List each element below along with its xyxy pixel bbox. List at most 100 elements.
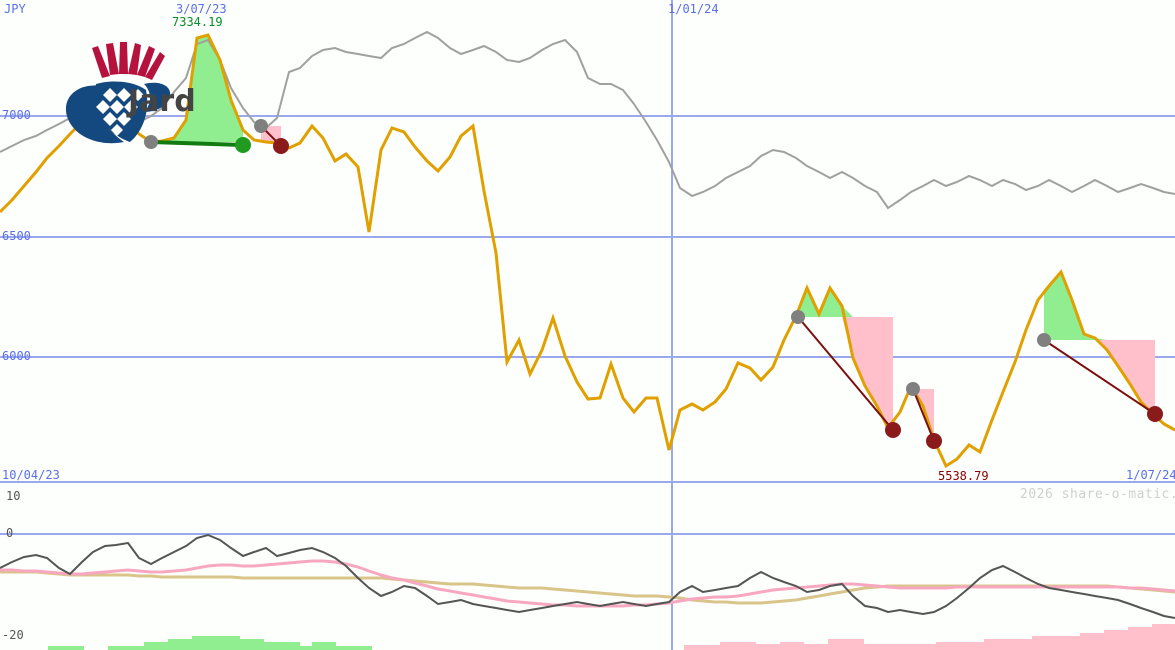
trade-markers[interactable] xyxy=(144,119,1163,449)
hist-bar-down xyxy=(972,642,984,650)
hist-bar-down xyxy=(720,642,732,650)
trade-link-loss xyxy=(797,316,894,431)
trade-exit-marker-loss xyxy=(885,422,901,438)
trade-loss-area xyxy=(913,389,934,440)
hist-bar-up xyxy=(192,636,204,650)
hist-bar-down xyxy=(804,644,816,650)
hist-bar-down xyxy=(840,639,852,650)
trade-profit-area xyxy=(1044,272,1107,340)
hist-bar-down xyxy=(1056,636,1068,650)
trade-entry-marker xyxy=(254,119,268,133)
hist-bar-up xyxy=(60,646,72,650)
price-line xyxy=(0,33,1175,469)
hist-bar-down xyxy=(984,639,996,650)
indicator-line-0 xyxy=(0,533,1175,619)
hist-bar-down xyxy=(996,639,1008,650)
macd-lines xyxy=(0,533,1175,619)
thistle-petals xyxy=(92,42,165,80)
trade-profit-area xyxy=(798,288,853,317)
hist-bar-down xyxy=(1152,624,1164,650)
trade-loss-area xyxy=(842,317,893,428)
hist-bar-down xyxy=(924,644,936,650)
hist-bar-up xyxy=(144,642,156,650)
hist-bar-up xyxy=(276,642,288,650)
hist-bar-up xyxy=(348,646,360,650)
hist-bar-down xyxy=(888,644,900,650)
trade-entry-marker xyxy=(144,135,158,149)
hist-bar-down xyxy=(936,642,948,650)
hist-bar-down xyxy=(792,642,804,650)
trade-entry-marker xyxy=(791,310,805,324)
hist-bar-down xyxy=(1044,636,1056,650)
hist-bar-down xyxy=(900,644,912,650)
hist-bar-up xyxy=(132,646,144,650)
macd-histogram-bars xyxy=(48,624,1175,650)
hist-bar-up xyxy=(108,646,120,650)
hist-bar-up xyxy=(204,636,216,650)
hist-bar-up xyxy=(180,639,192,650)
hist-bar-down xyxy=(1032,636,1044,650)
hist-bar-up xyxy=(120,646,132,650)
hist-bar-up xyxy=(252,639,264,650)
trade-entry-marker xyxy=(906,382,920,396)
hist-bar-up xyxy=(156,642,168,650)
hist-bar-down xyxy=(768,644,780,650)
hist-bar-down xyxy=(1080,633,1092,650)
hist-bar-down xyxy=(756,644,768,650)
price-polyline xyxy=(0,33,1175,469)
hist-bar-down xyxy=(948,642,960,650)
trade-link-lines xyxy=(150,125,1156,442)
hist-bar-up xyxy=(228,636,240,650)
hist-bar-down xyxy=(1092,633,1104,650)
trade-exit-marker-win xyxy=(235,137,251,153)
hist-bar-down xyxy=(816,644,828,650)
hist-bar-up xyxy=(312,642,324,650)
hist-bar-up xyxy=(240,639,252,650)
hist-bar-up xyxy=(72,646,84,650)
hist-bar-down xyxy=(1116,630,1128,650)
hist-bar-up xyxy=(360,646,372,650)
trade-link-loss xyxy=(1043,339,1156,415)
trade-link-win xyxy=(150,140,244,147)
hist-bar-down xyxy=(876,644,888,650)
hist-bar-down xyxy=(852,639,864,650)
hist-bar-up xyxy=(264,642,276,650)
hist-bar-up xyxy=(300,646,312,650)
thistle-bowl xyxy=(65,81,171,144)
trade-exit-marker-loss xyxy=(1147,406,1163,422)
hist-bar-up xyxy=(336,646,348,650)
hist-bar-down xyxy=(828,639,840,650)
hist-bar-up xyxy=(288,642,300,650)
jardine-thistle-logo xyxy=(40,34,290,144)
hist-bar-down xyxy=(1104,630,1116,650)
brand-name: Jard xyxy=(128,84,196,119)
hist-bar-down xyxy=(864,644,876,650)
hist-bar-down xyxy=(1068,636,1080,650)
trade-loss-area xyxy=(1095,340,1155,416)
trade-link-loss xyxy=(912,388,935,442)
hist-bar-up xyxy=(168,639,180,650)
hist-bar-down xyxy=(684,645,696,650)
hist-bar-down xyxy=(744,642,756,650)
hist-bar-down xyxy=(1140,627,1152,650)
hist-bar-down xyxy=(1008,639,1020,650)
indicator-line-1 xyxy=(0,559,1175,608)
trade-entry-marker xyxy=(1037,333,1051,347)
trade-exit-marker-loss xyxy=(273,138,289,154)
hist-bar-down xyxy=(732,642,744,650)
hist-bar-down xyxy=(960,642,972,650)
hist-bar-down xyxy=(696,645,708,650)
trade-exit-marker-loss xyxy=(926,433,942,449)
hist-bar-down xyxy=(912,644,924,650)
hist-bar-up xyxy=(216,636,228,650)
hist-bar-down xyxy=(1020,639,1032,650)
hist-bar-down xyxy=(1128,627,1140,650)
hist-bar-up xyxy=(324,642,336,650)
hist-bar-up xyxy=(48,646,60,650)
hist-bar-down xyxy=(780,642,792,650)
hist-bar-down xyxy=(708,645,720,650)
hist-bar-down xyxy=(1164,624,1175,650)
